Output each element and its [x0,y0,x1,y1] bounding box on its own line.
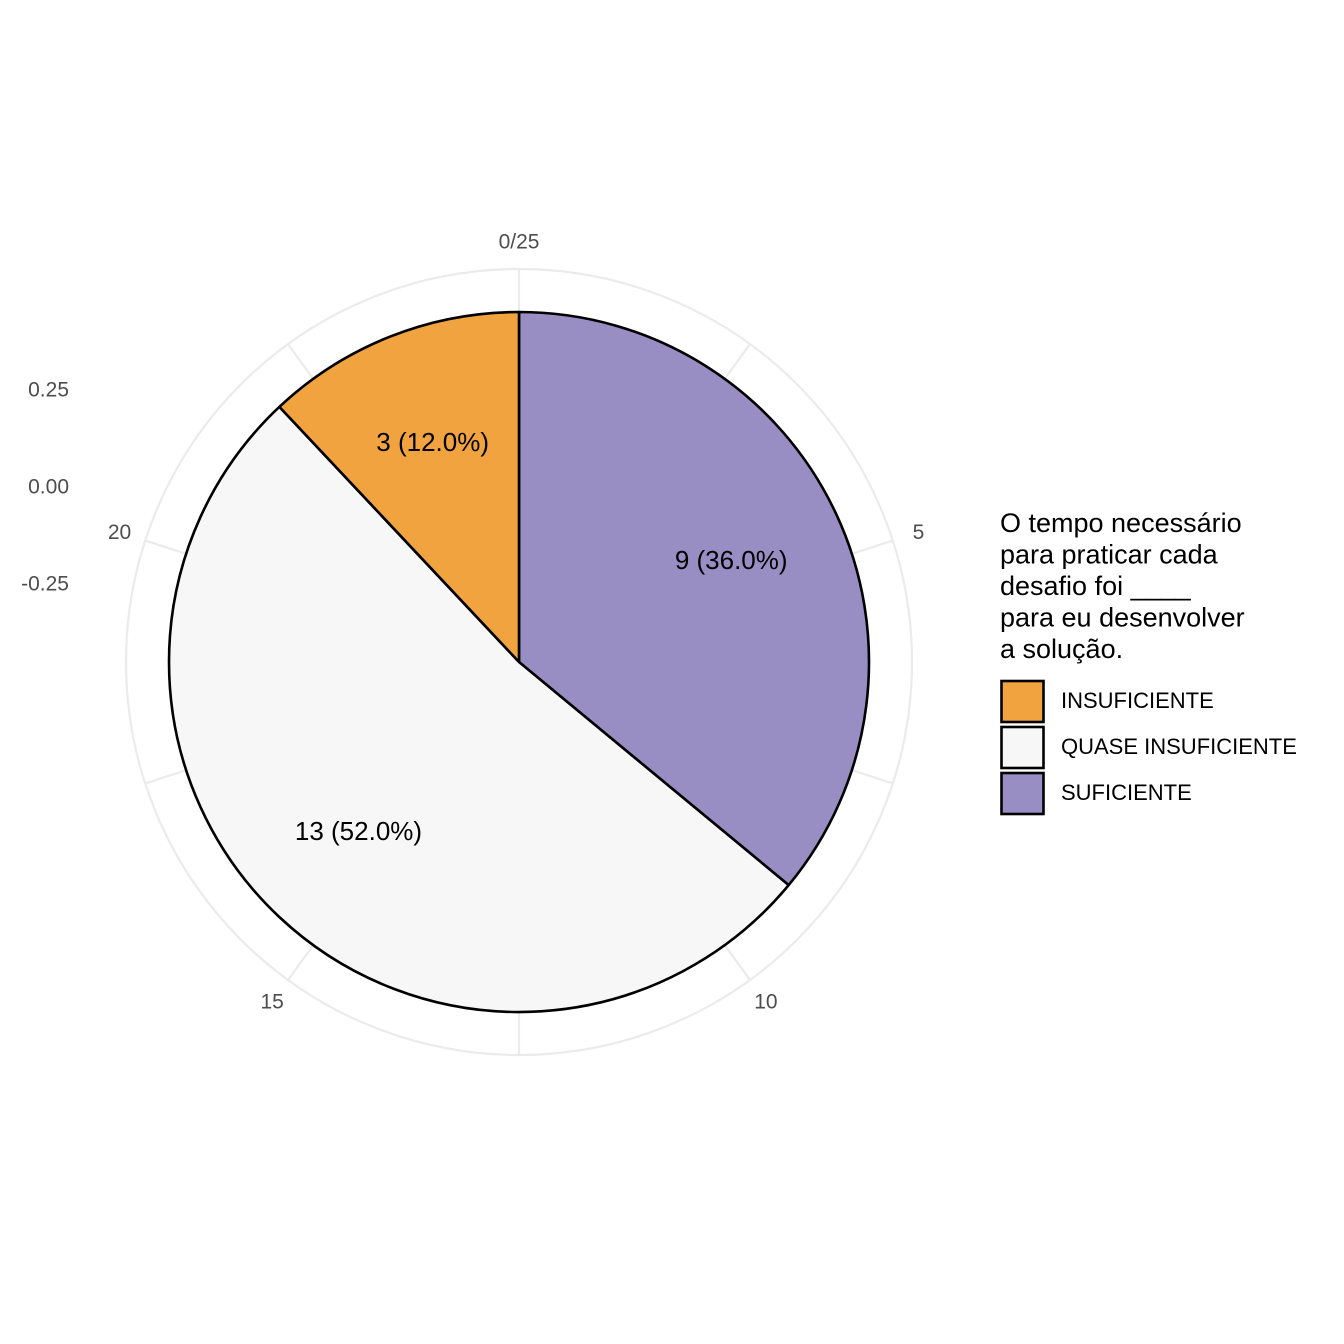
legend-title-line: a solução. [1000,634,1123,664]
pie-slice [278,310,521,664]
legend-title: O tempo necessário para praticar cada desa… [1000,508,1245,664]
legend-title-line: para eu desenvolver [1000,603,1245,633]
radial-axis-ticks: 0.25 0.00 -0.25 [21,379,69,596]
pie-slice [517,310,871,887]
radial-tick-label: 0.25 [28,379,69,402]
legend-label: INSUFICIENTE [1061,688,1214,713]
legend-title-line: desafio foi ____ [1000,571,1192,601]
legend-key [1000,679,1045,724]
angular-tick-label: 10 [754,990,777,1013]
pie-slices [167,310,871,1014]
angular-tick-label: 5 [913,521,925,544]
legend-label: SUFICIENTE [1061,780,1192,805]
legend-title-line: O tempo necessário [1000,508,1242,538]
legend-key [1000,725,1045,770]
legend-label: QUASE INSUFICIENTE [1061,734,1297,759]
angular-axis-ticks: 0/25 5 10 15 20 [108,231,924,1014]
angular-tick-label: 15 [260,990,283,1013]
angular-tick-label: 0/25 [499,231,540,254]
legend-title-line: para praticar cada [1000,540,1219,570]
slice-label: 13 (52.0%) [295,816,422,846]
slice-labels: 9 (36.0%) 13 (52.0%) 3 (12.0%) [295,427,788,846]
radial-tick-label: -0.25 [21,573,69,596]
legend-key [1000,771,1045,816]
legend-items: INSUFICIENTE QUASE INSUFICIENTE SUFICIENTE [1000,679,1297,816]
angular-tick-label: 20 [108,521,131,544]
slice-label: 3 (12.0%) [376,427,489,457]
slice-label: 9 (36.0%) [675,545,788,575]
pie-slice [167,405,790,1014]
radial-tick-label: 0.00 [28,476,69,499]
legend: O tempo necessário para praticar cada desa… [1000,508,1297,816]
